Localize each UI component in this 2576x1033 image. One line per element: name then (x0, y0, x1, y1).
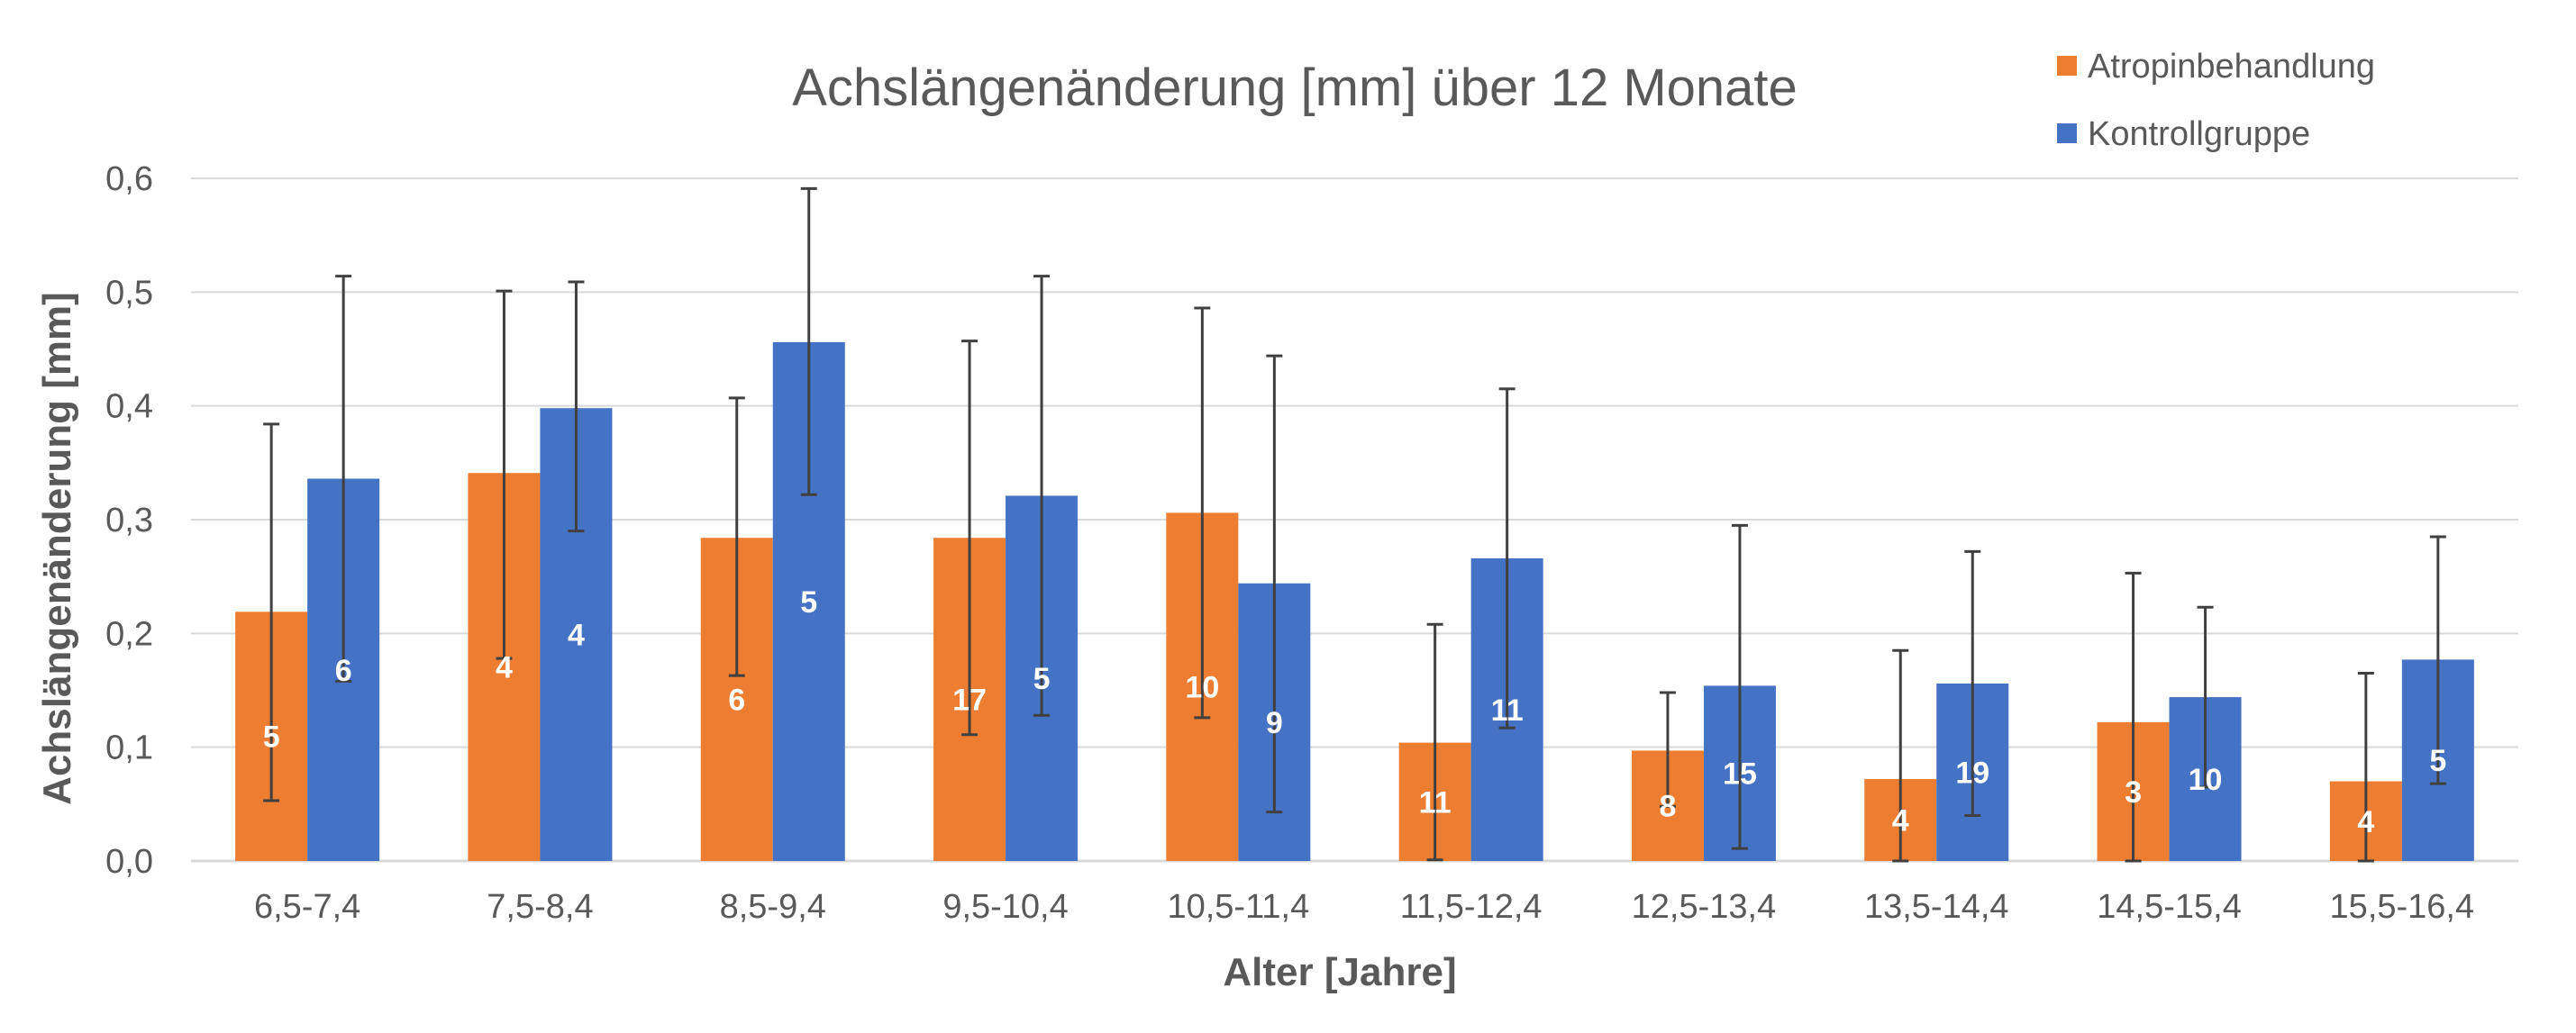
data-label-atropinbehandlung-15-5-16-4: 4 (2357, 805, 2374, 839)
y-tick-label: 0,2 (105, 615, 153, 653)
x-tick-label: 14,5-15,4 (2097, 888, 2242, 926)
x-tick-label: 6,5-7,4 (254, 888, 360, 926)
data-label-kontrollgruppe-8-5-9-4: 5 (800, 585, 817, 620)
legend: Atropinbehandlung Kontrollgruppe (2057, 48, 2375, 153)
y-tick-label: 0,5 (105, 274, 153, 312)
data-labels: 5 6 4 4 6 5 17 5 10 9 11 11 8 15 4 19 3 10 4 5 (263, 585, 2447, 839)
data-label-kontrollgruppe-15-5-16-4: 5 (2429, 744, 2446, 778)
legend-swatch-atropinbehandlung (2057, 56, 2077, 76)
error-bars (263, 186, 2446, 863)
data-label-kontrollgruppe-7-5-8-4: 4 (568, 619, 585, 653)
data-label-atropinbehandlung-8-5-9-4: 6 (728, 684, 745, 718)
x-tick-label: 10,5-11,4 (1167, 888, 1309, 926)
data-label-atropinbehandlung-13-5-14-4: 4 (1892, 804, 1909, 838)
y-tick-label: 0,0 (105, 843, 153, 881)
y-axis-ticks: 0,0 0,1 0,2 0,3 0,4 0,5 0,6 (105, 160, 153, 881)
x-tick-label: 13,5-14,4 (1864, 888, 2009, 926)
data-label-kontrollgruppe-11-5-12-4: 11 (1491, 693, 1524, 728)
x-axis-ticks: 6,5-7,4 7,5-8,4 8,5-9,4 9,5-10,4 10,5-11,4 11… (254, 888, 2474, 926)
data-label-atropinbehandlung-10-5-11-4: 10 (1185, 671, 1219, 705)
y-tick-label: 0,3 (105, 502, 153, 539)
x-tick-label: 7,5-8,4 (487, 888, 593, 926)
data-label-kontrollgruppe-10-5-11-4: 9 (1266, 706, 1283, 740)
data-label-kontrollgruppe-6-5-7-4: 6 (335, 654, 352, 688)
data-label-atropinbehandlung-11-5-12-4: 11 (1419, 785, 1452, 820)
data-label-atropinbehandlung-14-5-15-4: 3 (2125, 775, 2142, 810)
legend-label-atropinbehandlung: Atropinbehandlung (2088, 48, 2375, 86)
x-tick-label: 12,5-13,4 (1632, 888, 1777, 926)
x-tick-label: 15,5-16,4 (2330, 888, 2475, 926)
y-tick-label: 0,6 (105, 160, 153, 198)
data-label-atropinbehandlung-9-5-10-4: 17 (952, 684, 987, 718)
data-label-kontrollgruppe-14-5-15-4: 10 (2189, 763, 2223, 797)
y-tick-label: 0,1 (105, 729, 153, 767)
x-tick-label: 8,5-9,4 (720, 888, 826, 926)
legend-swatch-kontrollgruppe (2057, 123, 2077, 143)
data-label-kontrollgruppe-12-5-13-4: 15 (1723, 757, 1757, 792)
chart-title: Achslängenänderung [mm] über 12 Monate (792, 59, 1798, 117)
data-label-kontrollgruppe-9-5-10-4: 5 (1033, 662, 1051, 696)
legend-label-kontrollgruppe: Kontrollgruppe (2088, 115, 2310, 153)
x-tick-label: 11,5-12,4 (1400, 888, 1543, 926)
data-label-kontrollgruppe-13-5-14-4: 19 (1955, 756, 1989, 790)
data-label-atropinbehandlung-6-5-7-4: 5 (263, 720, 280, 755)
y-tick-label: 0,4 (105, 388, 153, 426)
data-label-atropinbehandlung-7-5-8-4: 4 (496, 651, 513, 685)
x-tick-label: 9,5-10,4 (942, 888, 1068, 926)
x-axis-title: Alter [Jahre] (1223, 950, 1456, 994)
y-axis-title: Achslängenänderung [mm] (35, 292, 79, 805)
data-label-atropinbehandlung-12-5-13-4: 8 (1659, 790, 1676, 824)
